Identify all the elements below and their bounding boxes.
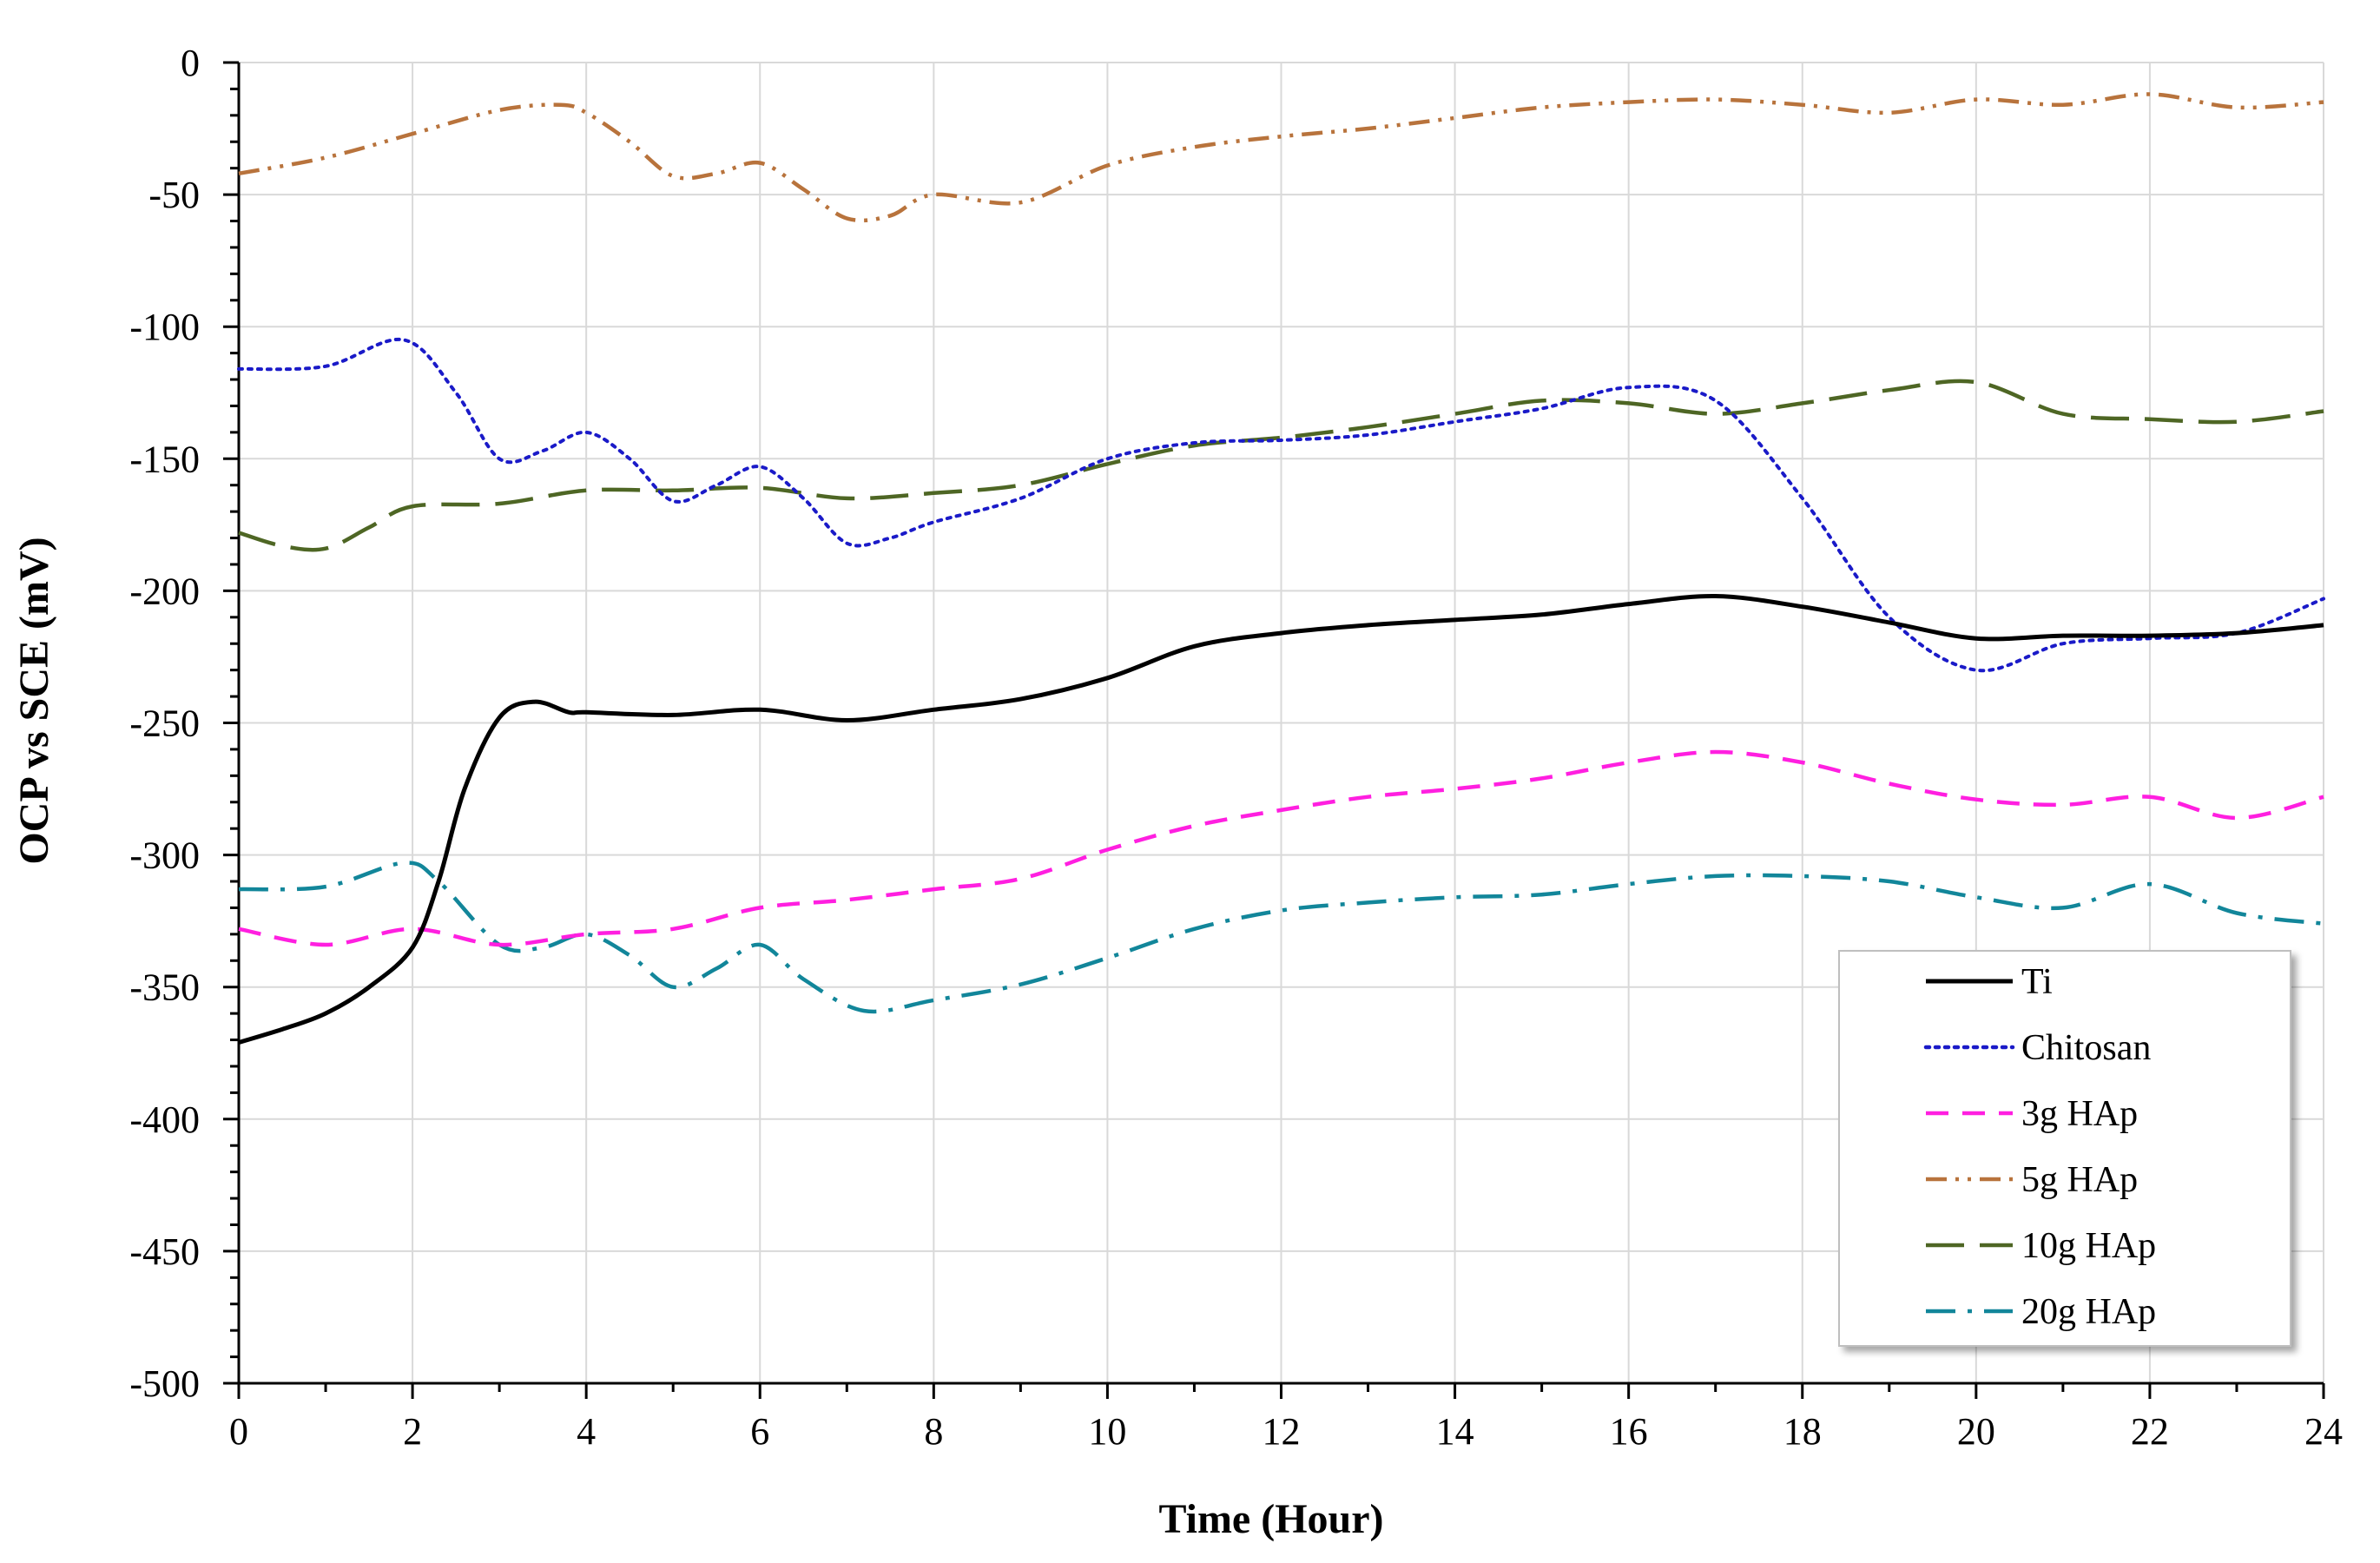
legend-label-10g-hap: 10g HAp xyxy=(2021,1226,2156,1266)
series-lines xyxy=(237,92,2325,1045)
tick-labels: 0 2 4 6 8 10 12 14 16 18 20 22 240-50-100-150-200-25… xyxy=(129,42,2343,1453)
y-tick-label: 0 xyxy=(181,42,200,84)
series-line-10g-hap xyxy=(238,379,2324,552)
x-tick-label: 12 xyxy=(1263,1410,1301,1453)
y-tick-label: -300 xyxy=(129,834,200,877)
x-tick-label: 20 xyxy=(1957,1410,1995,1453)
series-line-chitosan xyxy=(237,337,2325,673)
legend-label-5g-hap: 5g HAp xyxy=(2021,1160,2138,1200)
y-axis-title: OCP vs SCE (mV) xyxy=(11,537,57,864)
legend-label-ti: Ti xyxy=(2021,962,2053,1002)
x-tick-label: 14 xyxy=(1436,1410,1474,1453)
x-tick-label: 16 xyxy=(1610,1410,1648,1453)
legend: Ti Chitosan 3g HAp 5g HAp 10g HAp 20g HAp xyxy=(1838,950,2291,1347)
x-tick-label: 22 xyxy=(2131,1410,2169,1453)
y-tick-label: -450 xyxy=(129,1230,200,1273)
y-tick-label: -200 xyxy=(129,570,200,612)
legend-box xyxy=(1838,950,2291,1347)
x-tick-label: 4 xyxy=(577,1410,596,1453)
legend-label-20g-hap: 20g HAp xyxy=(2021,1292,2156,1332)
x-tick-label: 10 xyxy=(1088,1410,1126,1453)
x-axis-title: Time (Hour) xyxy=(1158,1496,1383,1542)
legend-label-3g-hap: 3g HAp xyxy=(2021,1094,2138,1134)
y-tick-label: -250 xyxy=(129,702,200,745)
y-tick-label: -400 xyxy=(129,1098,200,1141)
series-line-3g-hap xyxy=(238,749,2324,947)
series-line-20g-hap xyxy=(238,861,2324,1014)
legend-label-chitosan: Chitosan xyxy=(2021,1028,2151,1068)
series-line-ti xyxy=(238,593,2324,1045)
y-tick-label: -500 xyxy=(129,1362,200,1405)
x-tick-label: 6 xyxy=(750,1410,769,1453)
x-tick-label: 2 xyxy=(403,1410,422,1453)
y-tick-label: -350 xyxy=(129,966,200,1009)
axes xyxy=(223,61,2325,1399)
series-line-5g-hap xyxy=(238,92,2324,223)
y-tick-label: -150 xyxy=(129,438,200,480)
x-tick-label: 18 xyxy=(1783,1410,1822,1453)
x-tick-label: 24 xyxy=(2304,1410,2343,1453)
x-tick-label: 8 xyxy=(924,1410,943,1453)
x-tick-label: 0 xyxy=(229,1410,248,1453)
y-tick-label: -100 xyxy=(129,306,200,348)
y-tick-label: -50 xyxy=(148,174,200,216)
